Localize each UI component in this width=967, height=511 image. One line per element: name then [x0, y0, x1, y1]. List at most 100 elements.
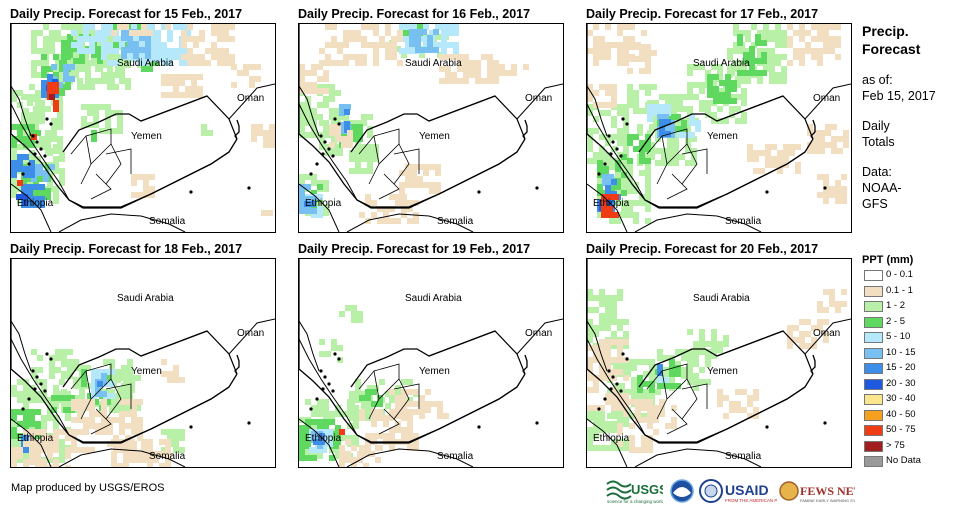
- precip-cell: [11, 96, 17, 102]
- precip-cell: [611, 146, 617, 152]
- precip-cell: [39, 106, 45, 112]
- legend-swatch: [864, 425, 883, 436]
- precip-cell: [401, 206, 407, 212]
- precip-cell: [419, 52, 425, 58]
- precip-cell: [257, 130, 263, 136]
- precip-cell: [385, 24, 391, 30]
- precip-cell: [37, 30, 43, 36]
- precip-cell: [83, 24, 89, 30]
- precip-cell: [645, 206, 651, 212]
- precip-cell: [11, 459, 17, 465]
- asof-date: Feb 15, 2017: [862, 89, 936, 103]
- precip-cell: [129, 30, 135, 36]
- precip-cell: [645, 170, 651, 176]
- island-mark: [333, 352, 337, 356]
- precip-cell: [617, 441, 623, 447]
- precip-cell: [611, 369, 617, 375]
- precip-cell: [49, 30, 55, 36]
- precip-cell: [645, 164, 651, 170]
- precip-cell: [787, 36, 793, 42]
- precip-cell: [77, 36, 83, 42]
- precip-cell: [313, 439, 319, 445]
- precip-cell: [341, 136, 347, 142]
- precip-cell: [399, 182, 405, 188]
- precip-cell: [439, 54, 445, 60]
- precip-cell: [687, 70, 693, 76]
- precip-cell: [299, 431, 305, 437]
- precip-cell: [361, 120, 367, 126]
- precip-cell: [637, 130, 643, 136]
- precip-cell: [29, 441, 35, 447]
- island-mark: [607, 134, 611, 138]
- precip-cell: [17, 453, 23, 459]
- precip-cell: [305, 455, 311, 461]
- precip-cell: [615, 200, 621, 206]
- precip-cell: [451, 54, 457, 60]
- precip-cell: [311, 190, 317, 196]
- precip-cell: [127, 359, 133, 365]
- precip-cell: [463, 78, 469, 84]
- precip-cell: [357, 124, 363, 130]
- precip-cell: [363, 445, 369, 451]
- precip-cell: [617, 325, 623, 331]
- precip-cell: [379, 42, 385, 48]
- precip-cell: [349, 36, 355, 42]
- precip-cell: [757, 48, 763, 54]
- precip-cell: [599, 339, 605, 345]
- precip-cell: [617, 42, 623, 48]
- precip-cell: [329, 84, 335, 90]
- precip-cell: [47, 403, 53, 409]
- island-mark: [765, 425, 769, 429]
- precip-cell: [593, 158, 599, 164]
- precip-cell: [107, 42, 113, 48]
- precip-cell: [41, 415, 47, 421]
- precip-cell: [11, 160, 17, 166]
- precip-cell: [173, 371, 179, 377]
- country-border: [62, 330, 208, 388]
- precip-cell: [11, 142, 17, 148]
- svg-text:FEWS NET: FEWS NET: [800, 484, 855, 498]
- precip-cell: [17, 447, 23, 453]
- precip-cell: [125, 78, 131, 84]
- precip-cell: [647, 447, 653, 453]
- precip-cell: [615, 166, 621, 172]
- precip-cell: [587, 295, 593, 301]
- country-border: [62, 95, 208, 153]
- precip-cell: [425, 389, 431, 395]
- precip-cell: [765, 144, 771, 150]
- precip-cell: [407, 200, 413, 206]
- precip-cell: [361, 114, 367, 120]
- precip-cell: [597, 160, 603, 166]
- legend-label: 0.1 - 1: [886, 284, 913, 296]
- precip-cell: [357, 451, 363, 457]
- precip-cell: [141, 451, 147, 457]
- precip-cell: [11, 150, 17, 156]
- precip-cell: [71, 429, 77, 435]
- precip-cell: [399, 188, 405, 194]
- precip-cell: [615, 184, 621, 190]
- precip-cell: [761, 58, 767, 64]
- precip-cell: [47, 168, 53, 174]
- precip-cell: [47, 435, 53, 441]
- precip-cell: [155, 30, 161, 36]
- precip-cell: [385, 403, 391, 409]
- country-border: [299, 103, 358, 201]
- precip-cell: [817, 24, 823, 30]
- precip-cell: [685, 142, 691, 148]
- precip-cell: [365, 194, 371, 200]
- precip-cell: [593, 152, 599, 158]
- precip-cell: [799, 343, 805, 349]
- precip-cell: [125, 54, 131, 60]
- precip-cell: [633, 182, 639, 188]
- precip-cell: [16, 194, 22, 200]
- precip-cell: [367, 132, 373, 138]
- precip-cell: [411, 170, 417, 176]
- precip-cell: [413, 439, 419, 445]
- precip-cell: [21, 130, 27, 136]
- precip-cell: [141, 457, 147, 463]
- precip-cell: [659, 411, 665, 417]
- precip-cell: [751, 24, 757, 30]
- precip-cell: [123, 405, 129, 411]
- precip-cell: [329, 142, 335, 148]
- precip-cell: [111, 463, 117, 467]
